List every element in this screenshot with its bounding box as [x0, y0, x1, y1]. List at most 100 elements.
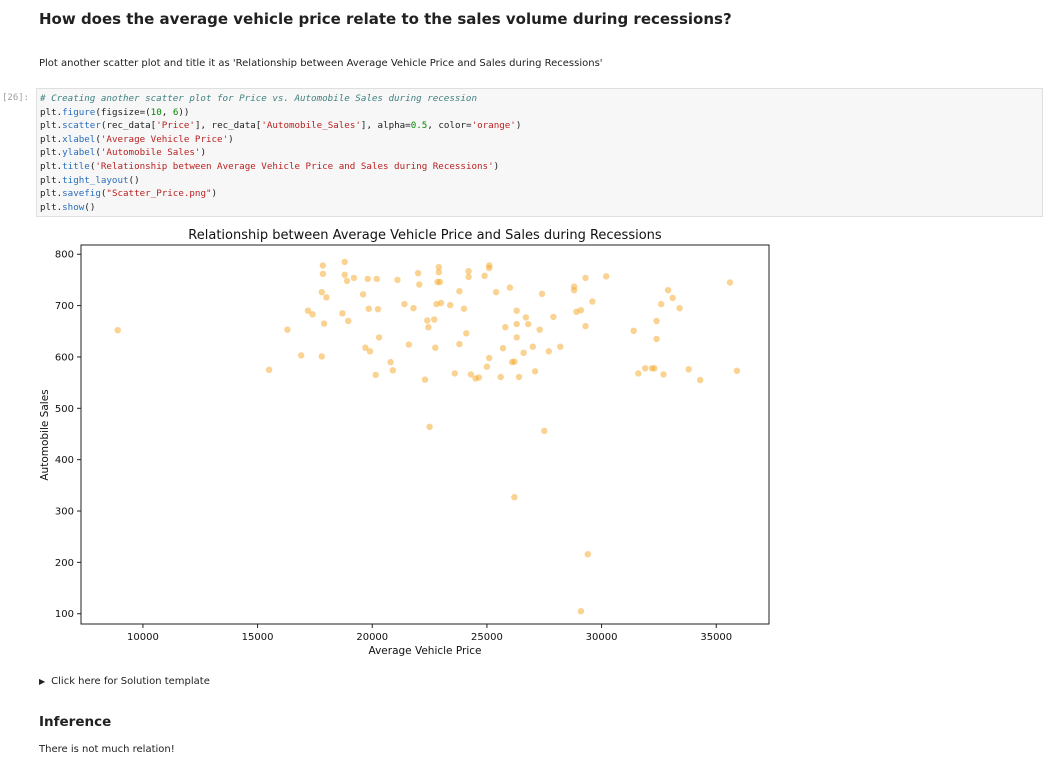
scatter-point: [432, 344, 439, 351]
scatter-point: [486, 354, 493, 362]
inference-text: There is not much relation!: [39, 744, 175, 755]
scatter-point: [660, 371, 667, 378]
y-tick-label: 400: [55, 455, 74, 466]
code-token: 'Automobile Sales': [100, 147, 201, 159]
scatter-point: [502, 324, 509, 331]
scatter-point: [465, 273, 472, 280]
question-heading: How does the average vehicle price relat…: [39, 10, 732, 28]
scatter-point: [318, 289, 325, 296]
x-tick-label: 20000: [356, 632, 388, 643]
scatter-point: [630, 327, 637, 334]
scatter-point: [651, 365, 658, 372]
code-line: plt.xlabel('Average Vehicle Price'): [40, 133, 521, 147]
scatter-point: [511, 494, 518, 501]
scatter-point: [298, 352, 305, 359]
code-line: plt.savefig("Scatter_Price.png"): [40, 187, 521, 201]
scatter-point: [685, 366, 692, 373]
code-token: tight_layout: [62, 174, 129, 186]
y-tick-label: 300: [55, 507, 74, 518]
scatter-point: [582, 322, 589, 330]
scatter-point: [456, 340, 463, 348]
y-tick-label: 500: [55, 404, 74, 415]
code-token: )): [178, 106, 190, 118]
scatter-point: [431, 316, 438, 323]
scatter-point: [456, 288, 463, 295]
scatter-chart: 10000 15000 20000 25000 30000 35000 100 200 300 4…: [39, 228, 770, 657]
scatter-point: [465, 268, 472, 275]
scatter-point: [359, 291, 367, 298]
code-token: ], rec_data[: [194, 120, 262, 132]
code-token: 6: [172, 106, 179, 118]
scatter-point: [437, 299, 445, 307]
solution-template-toggle[interactable]: ▶ Click here for Solution template: [39, 676, 210, 687]
code-token: plt.: [40, 160, 63, 172]
scatter-point: [570, 287, 578, 294]
code-line: plt.tight_layout(): [40, 174, 521, 188]
code-token: plt.: [40, 147, 63, 159]
code-token: show: [62, 201, 85, 213]
code-token: plt.: [40, 106, 63, 118]
code-token: ): [211, 188, 218, 200]
scatter-point: [584, 551, 591, 558]
code-token: plt.: [40, 120, 63, 132]
scatter-point: [421, 376, 429, 383]
scatter-point: [304, 307, 312, 314]
y-axis-label: Automobile Sales: [39, 389, 51, 480]
scatter-point: [410, 305, 417, 312]
code-token: ], alpha=: [360, 120, 411, 132]
x-axis-label: Average Vehicle Price: [369, 645, 482, 657]
code-token: 'Automobile_Sales': [261, 120, 361, 132]
chart-title: Relationship between Average Vehicle Pri…: [188, 228, 662, 243]
code-cell[interactable]: # Creating another scatter plot for Pric…: [36, 88, 1043, 217]
scatter-point: [365, 305, 372, 312]
scatter-point: [658, 300, 665, 308]
code-token: (figsize=(: [95, 106, 151, 118]
scatter-point: [372, 371, 379, 379]
scatter-point: [497, 373, 504, 381]
scatter-point: [467, 371, 475, 378]
code-editor[interactable]: # Creating another scatter plot for Pric…: [40, 92, 521, 214]
code-token: plt.: [40, 188, 63, 200]
scatter-point: [343, 277, 351, 285]
scatter-point: [635, 370, 642, 377]
code-line: plt.show(): [40, 201, 521, 215]
code-token: ): [515, 120, 522, 132]
scatter-point: [642, 365, 649, 372]
code-token: 'Relationship between Average Vehicle Pr…: [95, 160, 494, 172]
scatter-point: [323, 294, 330, 301]
scatter-point: [362, 344, 369, 351]
scatter-point: [520, 349, 527, 356]
scatter-point: [366, 348, 374, 355]
scatter-point: [318, 353, 325, 360]
scatter-point: [603, 273, 610, 280]
y-tick-label: 200: [55, 558, 74, 569]
scatter-point: [653, 317, 660, 325]
code-token: 0.5: [410, 120, 428, 132]
scatter-point: [319, 262, 327, 269]
scatter-point: [405, 341, 413, 348]
plot-output: 10000 15000 20000 25000 30000 35000 100 200 300 4…: [0, 220, 1043, 675]
scatter-point: [414, 270, 422, 277]
code-token: ,: [161, 106, 173, 118]
code-token: scatter: [62, 120, 101, 132]
scatter-point: [513, 307, 520, 314]
scatter-point: [515, 373, 523, 381]
scatter-point: [538, 290, 546, 297]
scatter-point: [577, 608, 585, 615]
scatter-point: [436, 278, 444, 286]
code-token: ): [228, 133, 234, 145]
scatter-point: [513, 334, 520, 341]
solution-template-label: Click here for Solution template: [51, 676, 210, 687]
scatter-point: [284, 326, 291, 333]
code-token: (: [95, 133, 101, 145]
scatter-point: [511, 358, 518, 365]
scatter-point: [309, 311, 316, 318]
code-token: , color=: [427, 120, 472, 132]
scatter-point: [557, 343, 564, 350]
scatter-point: [664, 287, 672, 294]
code-token: ): [200, 147, 207, 159]
code-token: (rec_data[: [100, 120, 157, 132]
scatter-point: [545, 348, 552, 355]
plot-frame: [80, 244, 770, 625]
x-tick-label: 10000: [127, 632, 159, 643]
